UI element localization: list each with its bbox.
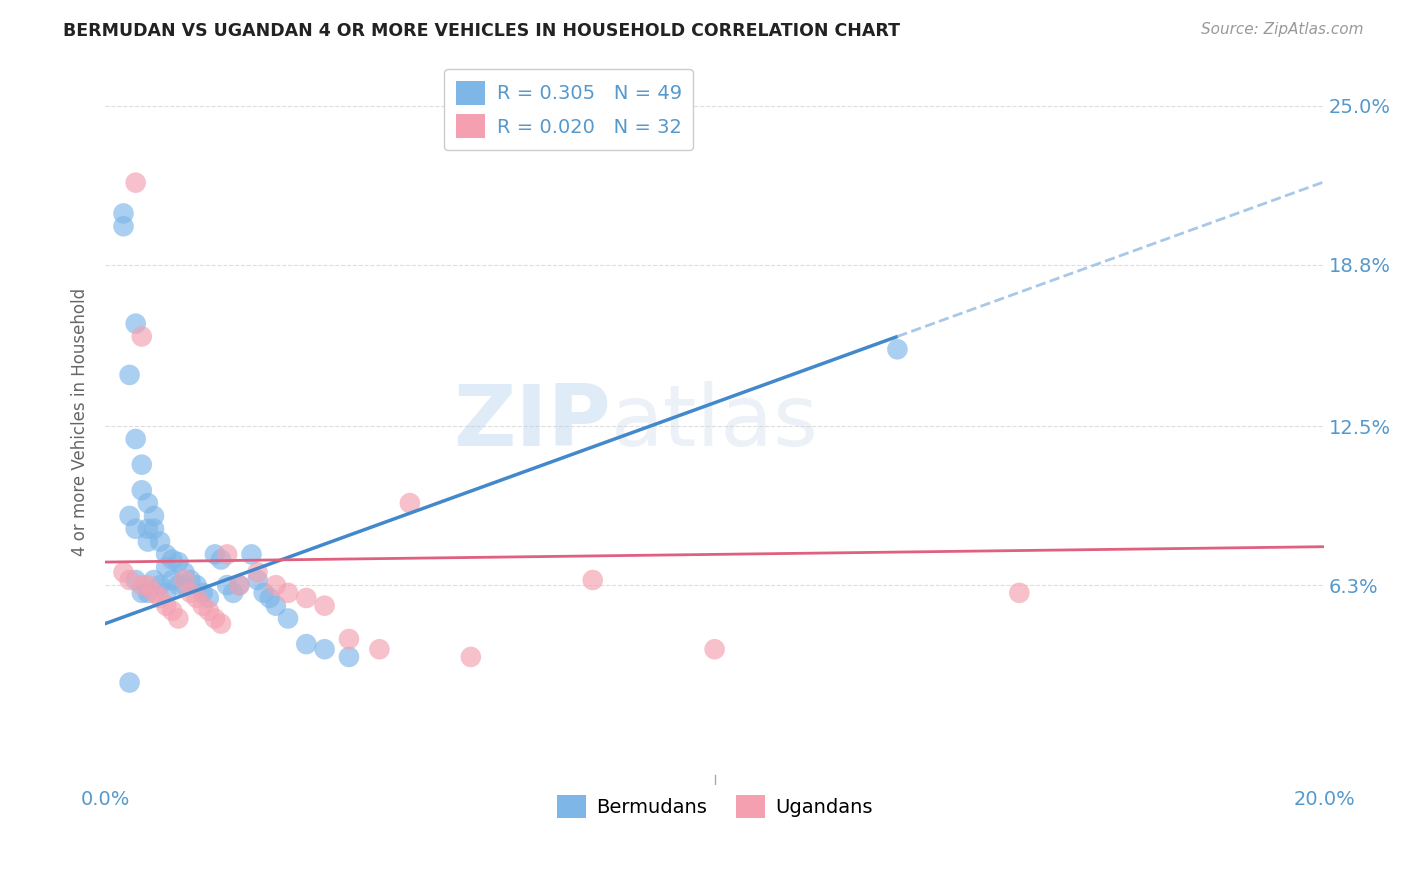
Point — [198, 604, 221, 618]
Point — [246, 566, 269, 580]
Point — [314, 599, 336, 613]
Point — [131, 458, 153, 472]
Point — [228, 578, 250, 592]
Text: ZIP: ZIP — [453, 381, 612, 464]
Point — [143, 522, 166, 536]
Point — [131, 483, 153, 498]
Point — [173, 578, 195, 592]
Point — [180, 573, 202, 587]
Point — [240, 548, 263, 562]
Point — [222, 586, 245, 600]
Point — [368, 642, 391, 657]
Point — [112, 206, 135, 220]
Point — [143, 586, 166, 600]
Text: Source: ZipAtlas.com: Source: ZipAtlas.com — [1201, 22, 1364, 37]
Point — [337, 632, 360, 646]
Point — [118, 508, 141, 523]
Point — [1008, 586, 1031, 600]
Point — [149, 591, 172, 605]
Point — [155, 599, 177, 613]
Point — [209, 552, 232, 566]
Point — [217, 578, 239, 592]
Point — [259, 591, 281, 605]
Point — [136, 496, 159, 510]
Point — [186, 578, 208, 592]
Point — [191, 586, 214, 600]
Point — [125, 573, 148, 587]
Point — [162, 573, 184, 587]
Point — [204, 611, 226, 625]
Point — [198, 591, 221, 605]
Point — [295, 591, 318, 605]
Point — [337, 649, 360, 664]
Point — [253, 586, 276, 600]
Point — [209, 616, 232, 631]
Point — [703, 642, 725, 657]
Point — [173, 566, 195, 580]
Point — [125, 432, 148, 446]
Point — [149, 534, 172, 549]
Point — [131, 578, 153, 592]
Text: atlas: atlas — [612, 381, 820, 464]
Point — [118, 573, 141, 587]
Point — [131, 329, 153, 343]
Point — [886, 343, 908, 357]
Point — [162, 552, 184, 566]
Point — [399, 496, 422, 510]
Point — [125, 317, 148, 331]
Point — [131, 586, 153, 600]
Point — [173, 573, 195, 587]
Point — [246, 573, 269, 587]
Point — [143, 573, 166, 587]
Point — [582, 573, 605, 587]
Point — [155, 560, 177, 574]
Point — [155, 548, 177, 562]
Point — [125, 522, 148, 536]
Point — [314, 642, 336, 657]
Point — [277, 586, 299, 600]
Point — [112, 219, 135, 234]
Point — [118, 675, 141, 690]
Point — [264, 599, 287, 613]
Point — [125, 176, 148, 190]
Point — [295, 637, 318, 651]
Point — [118, 368, 141, 382]
Point — [167, 555, 190, 569]
Point — [186, 591, 208, 605]
Y-axis label: 4 or more Vehicles in Household: 4 or more Vehicles in Household — [72, 288, 89, 557]
Point — [167, 611, 190, 625]
Point — [191, 599, 214, 613]
Point — [264, 578, 287, 592]
Point — [112, 566, 135, 580]
Point — [136, 534, 159, 549]
Point — [162, 604, 184, 618]
Point — [167, 578, 190, 592]
Point — [136, 522, 159, 536]
Point — [136, 586, 159, 600]
Point — [143, 508, 166, 523]
Point — [204, 548, 226, 562]
Text: BERMUDAN VS UGANDAN 4 OR MORE VEHICLES IN HOUSEHOLD CORRELATION CHART: BERMUDAN VS UGANDAN 4 OR MORE VEHICLES I… — [63, 22, 900, 40]
Point — [180, 586, 202, 600]
Point — [228, 578, 250, 592]
Point — [136, 578, 159, 592]
Legend: Bermudans, Ugandans: Bermudans, Ugandans — [550, 787, 880, 826]
Point — [149, 578, 172, 592]
Point — [460, 649, 482, 664]
Point — [155, 586, 177, 600]
Point — [217, 548, 239, 562]
Point — [277, 611, 299, 625]
